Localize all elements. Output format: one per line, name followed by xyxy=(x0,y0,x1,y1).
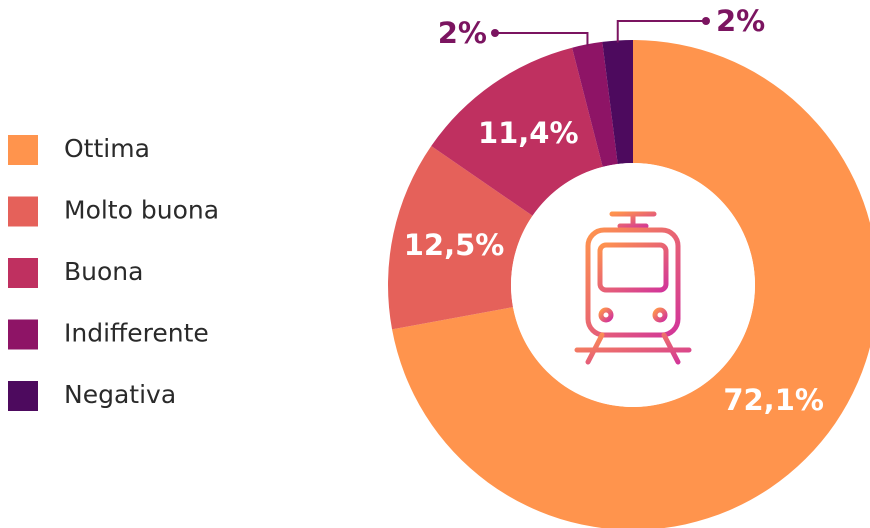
legend-label: Molto buona xyxy=(64,196,219,225)
slice-label: 2% xyxy=(438,16,487,50)
donut-slice xyxy=(572,41,618,167)
legend-swatch xyxy=(8,258,38,288)
slice-label: 12,5% xyxy=(404,228,505,262)
leader-dot xyxy=(491,29,499,37)
slice-label: 2% xyxy=(716,4,765,38)
train-icon xyxy=(574,211,692,365)
leader-dot xyxy=(702,17,710,25)
donut-slice xyxy=(392,40,870,528)
legend-swatch xyxy=(8,319,38,350)
slice-label: 11,4% xyxy=(478,116,579,150)
legend-label: Negativa xyxy=(64,380,176,409)
legend-label: Indifferente xyxy=(64,319,209,348)
legend-swatch xyxy=(8,135,38,165)
legend-label: Buona xyxy=(64,257,143,286)
legend-swatch xyxy=(8,381,38,411)
leader-line xyxy=(616,20,706,43)
legend-swatch xyxy=(8,196,38,227)
donut-slice xyxy=(602,40,633,164)
leader-line xyxy=(495,32,589,47)
donut-slice xyxy=(388,146,533,330)
donut-slice xyxy=(431,47,603,216)
slice-label: 72,1% xyxy=(723,383,824,417)
legend-label: Ottima xyxy=(64,134,150,163)
donut-hole xyxy=(511,163,755,407)
